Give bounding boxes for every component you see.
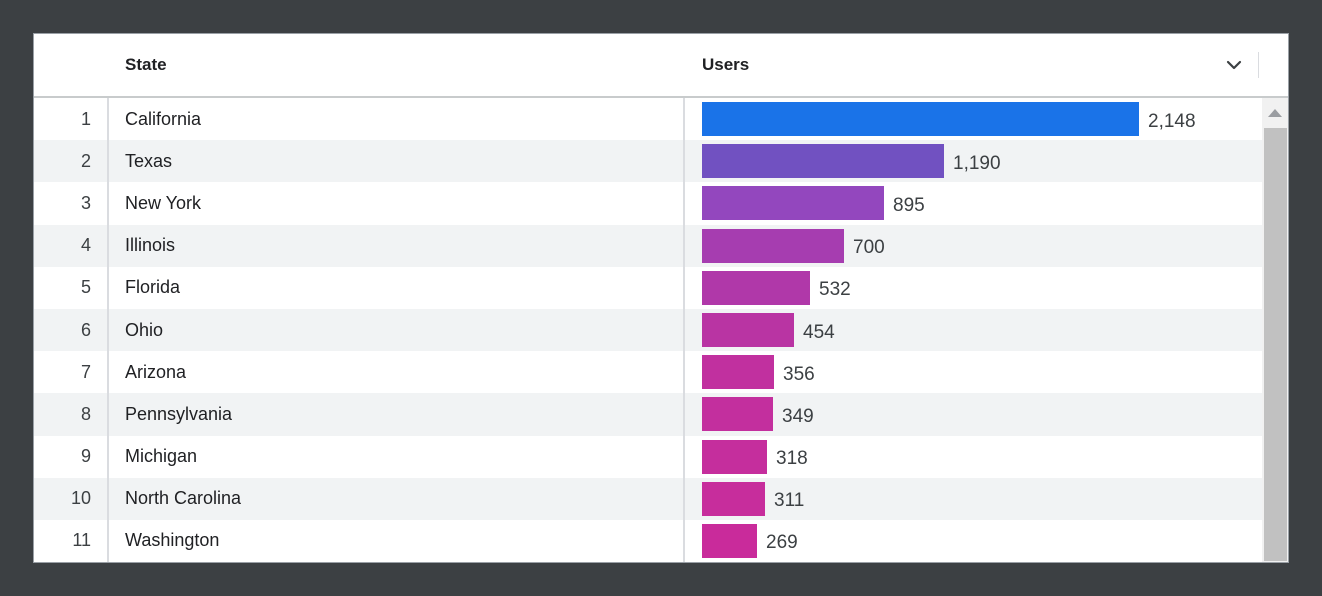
row-users-value: 311 (774, 490, 805, 512)
row-state: Washington (125, 530, 220, 551)
row-bar (702, 102, 1139, 137)
row-state: Texas (125, 150, 173, 171)
row-state: Florida (125, 277, 181, 298)
row-users-value: 318 (776, 448, 808, 470)
row-state: Illinois (125, 235, 176, 256)
row-users-cell: 269 (685, 520, 1288, 562)
scroll-up-button[interactable] (1262, 98, 1288, 128)
row-bar (702, 144, 944, 179)
table-row: 6 Ohio 454 (34, 308, 1288, 352)
table-header-row: State Users (34, 34, 1288, 98)
row-users-cell: 356 (685, 351, 1288, 393)
header-cell-users[interactable]: Users (702, 55, 750, 74)
row-rank: 1 (80, 108, 91, 129)
row-users-value: 1,190 (953, 152, 1001, 174)
row-users-value: 895 (893, 194, 925, 216)
row-bar (702, 270, 810, 305)
chevron-down-glyph (1226, 60, 1242, 70)
row-bar (702, 397, 773, 432)
header-cell-state[interactable]: State (125, 55, 167, 74)
row-users-value: 356 (783, 363, 815, 385)
row-rank: 10 (70, 488, 91, 509)
row-users-cell: 311 (685, 478, 1288, 520)
row-users-cell: 700 (685, 225, 1288, 267)
row-state: Pennsylvania (125, 403, 233, 424)
row-state: New York (125, 192, 202, 213)
row-rank: 2 (80, 150, 91, 171)
table-row: 11 Washington 269 (34, 519, 1288, 562)
row-bar (702, 481, 765, 516)
table-row: 5 Florida 532 (34, 266, 1288, 309)
row-users-value: 2,148 (1148, 110, 1196, 132)
table-row: 3 New York 895 (34, 182, 1288, 225)
row-rank: 3 (80, 192, 91, 213)
row-users-cell: 1,190 (685, 140, 1288, 182)
row-bar (702, 523, 757, 558)
table-row: 2 Texas 1,190 (34, 140, 1288, 183)
column-divider-state-users (683, 53, 685, 562)
scroll-up-arrow-icon (1268, 109, 1282, 117)
row-rank: 5 (80, 277, 91, 298)
table-row: 9 Michigan 318 (34, 435, 1288, 478)
row-state: Michigan (125, 446, 198, 467)
row-bar (702, 186, 884, 221)
row-rank: 11 (72, 530, 91, 551)
row-rank: 9 (80, 446, 91, 467)
row-rank: 6 (80, 319, 91, 340)
row-state: Arizona (125, 361, 187, 382)
row-users-cell: 895 (685, 182, 1288, 224)
row-users-value: 349 (782, 405, 814, 427)
row-state: Ohio (125, 319, 164, 340)
row-users-value: 700 (853, 237, 885, 259)
row-users-cell: 349 (685, 393, 1288, 435)
row-bar (702, 439, 767, 474)
vertical-scrollbar[interactable] (1262, 98, 1288, 562)
table-row: 8 Pennsylvania 349 (34, 393, 1288, 436)
header-controls (1223, 34, 1259, 96)
row-bar (702, 228, 844, 263)
row-users-cell: 2,148 (685, 98, 1288, 140)
scrollbar-thumb[interactable] (1264, 128, 1287, 561)
row-rank: 8 (80, 403, 91, 424)
header-divider (1258, 52, 1259, 78)
table-row: 10 North Carolina 311 (34, 477, 1288, 520)
column-divider-rank-state (107, 53, 109, 562)
table-row: 7 Arizona 356 (34, 351, 1288, 394)
row-rank: 4 (80, 235, 91, 256)
chevron-down-icon[interactable] (1223, 54, 1245, 76)
row-users-cell: 454 (685, 309, 1288, 351)
row-rank: 7 (80, 361, 91, 382)
table-body: 1 California 2,148 2 Texas 1,190 3 New Y… (34, 98, 1288, 562)
row-bar (702, 313, 794, 348)
row-users-value: 532 (819, 279, 851, 301)
row-users-cell: 532 (685, 267, 1288, 309)
row-users-value: 269 (766, 532, 798, 554)
row-bar (702, 355, 774, 390)
row-users-cell: 318 (685, 436, 1288, 478)
table-row: 1 California 2,148 (34, 98, 1288, 141)
row-users-value: 454 (803, 321, 835, 343)
row-state: California (125, 108, 202, 129)
data-table-card: State Users 1 California 2,148 2 Texas 1… (33, 33, 1289, 563)
table-row: 4 Illinois 700 (34, 224, 1288, 267)
row-state: North Carolina (125, 488, 242, 509)
